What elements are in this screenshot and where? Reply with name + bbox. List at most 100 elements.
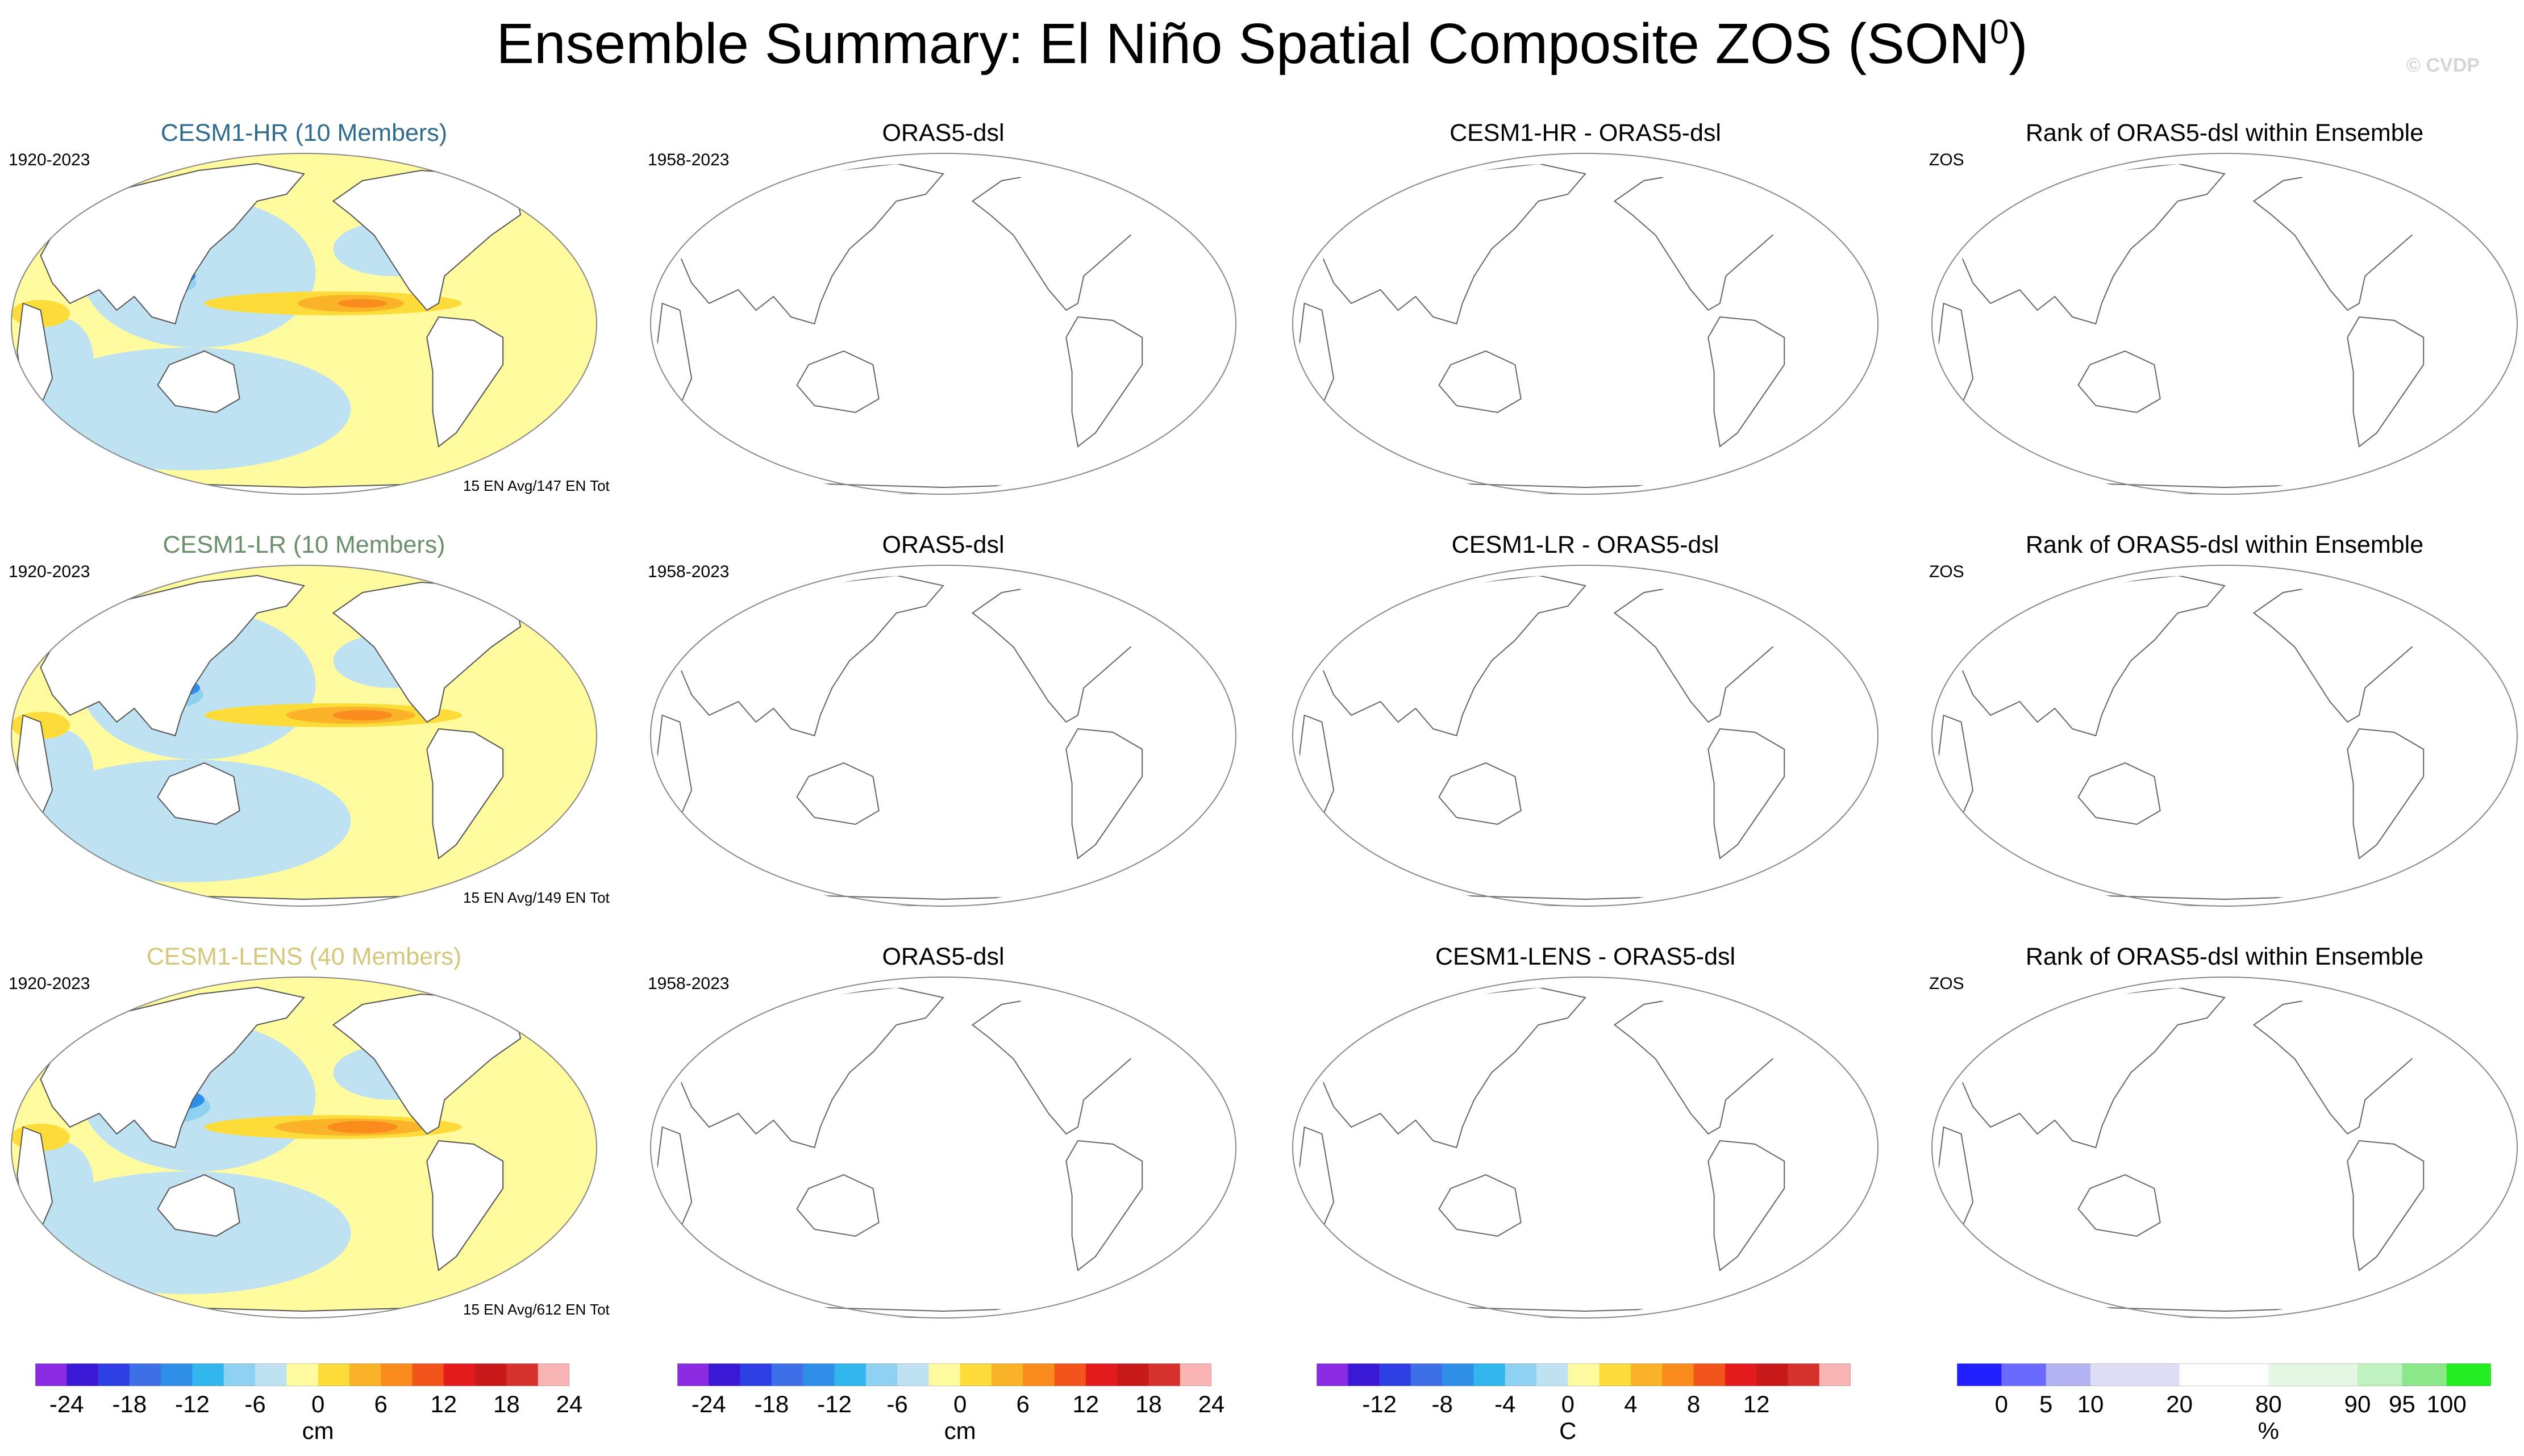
continent-namerica <box>2252 993 2442 1135</box>
colorbar-swatch <box>1630 1363 1663 1386</box>
map-border <box>1931 153 2518 495</box>
panel-variable-label: ZOS <box>1929 562 1964 581</box>
colorbar-swatch <box>318 1363 350 1386</box>
continent-asia <box>40 162 305 325</box>
colorbar-swatch <box>771 1363 803 1386</box>
map-border <box>1292 153 1879 495</box>
panel-years-model: 1920-2023 <box>9 562 90 581</box>
colorbar-swatch <box>709 1363 741 1386</box>
colorbar-swatch <box>1788 1363 1820 1386</box>
continent-greenland <box>1118 164 1178 195</box>
continent-samerica <box>426 316 504 448</box>
watermark: © CVDP <box>2406 55 2480 76</box>
colorbar-swatch <box>2179 1363 2225 1386</box>
colorbar-swatch <box>834 1363 867 1386</box>
colorbar-tick-label: -6 <box>244 1391 266 1417</box>
map-border <box>1931 977 2518 1319</box>
colorbar-tick-label: 0 <box>1994 1391 2009 1417</box>
continent-australia <box>157 350 240 414</box>
colorbar-swatch <box>2268 1363 2314 1386</box>
continent-samerica <box>1707 728 1785 860</box>
continent-samerica <box>1707 1140 1785 1271</box>
colorbar-swatch <box>1505 1363 1537 1386</box>
colorbar-tick-label: -8 <box>1431 1391 1453 1417</box>
continent-samerica <box>2347 1140 2425 1271</box>
colorbar-swatch <box>2402 1363 2447 1386</box>
colorbar-swatch <box>1054 1363 1086 1386</box>
colorbar-swatch <box>2446 1363 2491 1386</box>
colorbar-swatch <box>1117 1363 1149 1386</box>
continent-greenland <box>478 162 539 195</box>
continent-namerica <box>971 169 1161 311</box>
map-border <box>650 153 1236 495</box>
continent-samerica <box>2347 316 2425 448</box>
continent-asia <box>1321 575 1586 737</box>
colorbar-tick-label: 0 <box>953 1391 967 1417</box>
colorbar-unit: % <box>2258 1417 2280 1444</box>
continent-asia <box>1960 575 2226 737</box>
continent-antarctica <box>1351 885 1820 906</box>
colorbar-swatch <box>1180 1363 1211 1386</box>
continent-greenland <box>2399 575 2459 607</box>
map-border <box>1292 977 1879 1319</box>
colorbar-tick-label: -12 <box>817 1391 852 1417</box>
colorbar-swatch <box>255 1363 287 1386</box>
panel-title-model: CESM1-LENS (40 Members) <box>146 943 462 970</box>
continent-greenland <box>2399 987 2459 1019</box>
colorbar-swatch <box>1568 1363 1600 1386</box>
colorbar-tick-label: -12 <box>1362 1391 1397 1417</box>
colorbar-4 <box>1957 1363 2491 1386</box>
colorbar-tick-label: 100 <box>2426 1391 2467 1417</box>
map-model-row1 <box>11 153 597 495</box>
continent-antarctica <box>709 1296 1178 1318</box>
map-diff-row2 <box>1292 565 1879 907</box>
colorbar-tick-label: -18 <box>112 1391 147 1417</box>
continent-antarctica <box>1351 473 1820 494</box>
panel-title-rank: Rank of ORAS5-dsl within Ensemble <box>2025 119 2424 147</box>
continent-namerica <box>2252 581 2442 723</box>
panel-years-obs: 1958-2023 <box>648 562 730 581</box>
panel-variable-label: ZOS <box>1929 151 1964 169</box>
colorbar-swatch <box>1473 1363 1506 1386</box>
panel-title-diff: CESM1-LR - ORAS5-dsl <box>1451 531 1719 558</box>
colorbar-swatch <box>1348 1363 1380 1386</box>
continent-namerica <box>1613 169 1803 311</box>
map-border <box>1292 565 1879 907</box>
south-pacific-negative <box>23 760 351 882</box>
south-pacific-negative <box>23 348 351 470</box>
colorbar-swatch <box>2224 1363 2269 1386</box>
continent-greenland <box>1760 164 1820 195</box>
colorbar-tick-label: 18 <box>1135 1391 1162 1417</box>
map-diff-row3 <box>1292 977 1879 1319</box>
continent-greenland <box>2399 164 2459 195</box>
continent-australia <box>1438 350 1522 414</box>
continent-greenland <box>478 574 539 607</box>
colorbar-swatch <box>803 1363 835 1386</box>
colorbar-swatch <box>1957 1363 2002 1386</box>
colorbar-swatch <box>66 1363 99 1386</box>
continent-asia <box>1321 164 1586 325</box>
colorbar-tick-label: 12 <box>1072 1391 1099 1417</box>
colorbar-2 <box>677 1363 1211 1386</box>
colorbar-tick-label: -6 <box>886 1391 908 1417</box>
continent-australia <box>796 762 880 825</box>
map-rank-row3 <box>1931 977 2518 1319</box>
panel-event-count: 15 EN Avg/612 EN Tot <box>463 1301 610 1318</box>
colorbar-tick-label: 12 <box>1743 1391 1770 1417</box>
colorbar-swatch <box>1693 1363 1726 1386</box>
panel-years-obs: 1958-2023 <box>648 974 730 993</box>
colorbar-swatch <box>2135 1363 2180 1386</box>
continent-asia <box>1960 987 2226 1149</box>
colorbar-swatch <box>98 1363 130 1386</box>
colorbar-swatch <box>865 1363 898 1386</box>
colorbar-swatch <box>192 1363 224 1386</box>
colorbar-swatch <box>1023 1363 1055 1386</box>
continent-greenland <box>1118 987 1178 1019</box>
colorbar-tick-label: 20 <box>2166 1391 2193 1417</box>
colorbar-1 <box>35 1363 569 1386</box>
colorbar-swatch <box>991 1363 1023 1386</box>
colorbar-swatch <box>740 1363 772 1386</box>
colorbar-tick-label: 4 <box>1624 1391 1638 1417</box>
continent-antarctica <box>1990 885 2459 906</box>
continent-antarctica <box>709 473 1178 494</box>
